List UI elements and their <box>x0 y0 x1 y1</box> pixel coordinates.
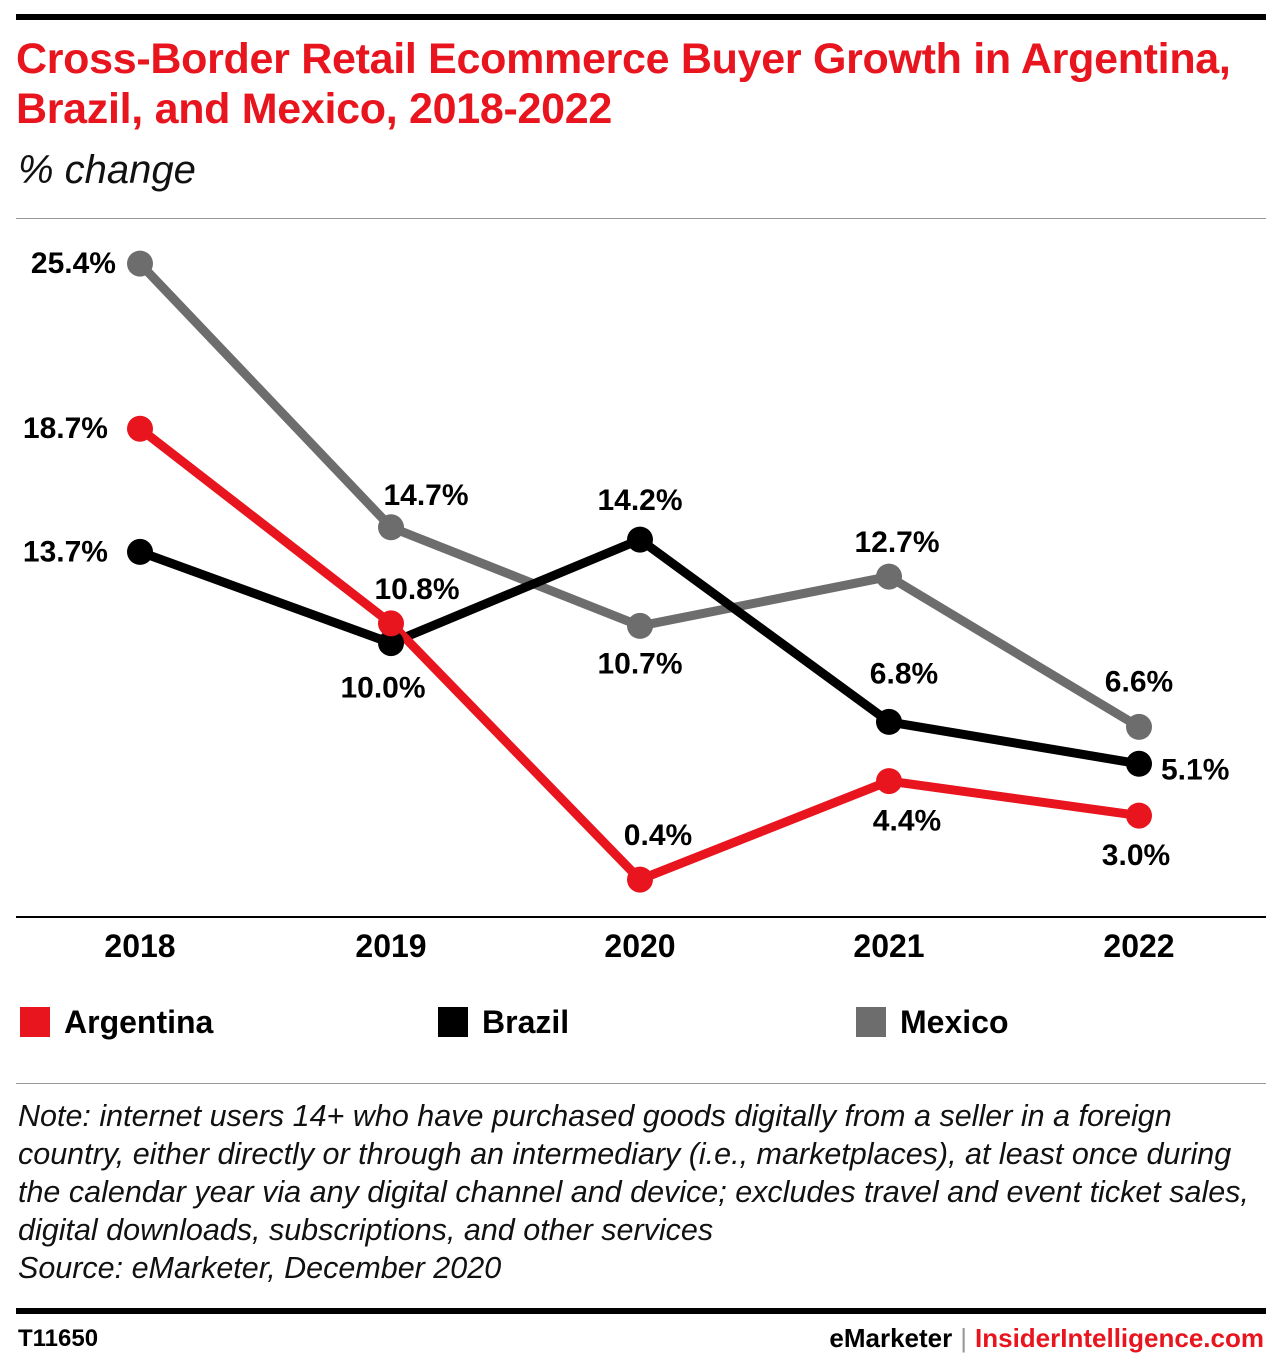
data-point-argentina-2022 <box>1126 802 1152 829</box>
data-label-argentina-2022: 3.0% <box>1102 839 1170 872</box>
data-label-brazil-2018: 13.7% <box>23 535 108 568</box>
x-tick-2022: 2022 <box>1103 928 1174 964</box>
legend-label-argentina: Argentina <box>64 1003 214 1040</box>
legend-swatch-brazil <box>438 1007 468 1037</box>
legend-item-mexico: Mexico <box>856 1002 1008 1042</box>
x-tick-2020: 2020 <box>604 928 675 964</box>
data-label-mexico-2019: 14.7% <box>383 479 468 512</box>
data-label-mexico-2020: 10.7% <box>597 647 682 680</box>
data-label-argentina-2018: 18.7% <box>23 412 108 445</box>
chart-note: Note: internet users 14+ who have purcha… <box>18 1099 1249 1285</box>
data-label-brazil-2019: 10.0% <box>340 672 425 705</box>
footer-brand: eMarketer | InsiderIntelligence.com <box>829 1323 1264 1354</box>
x-tick-2018: 2018 <box>104 928 175 964</box>
data-point-argentina-2019 <box>378 610 404 637</box>
x-tick-2021: 2021 <box>853 928 924 964</box>
x-tick-2019: 2019 <box>355 928 426 964</box>
subtitle-divider <box>16 218 1266 219</box>
chart-subtitle: % change <box>18 148 196 192</box>
data-label-brazil-2020: 14.2% <box>597 484 682 517</box>
data-point-mexico-2022 <box>1126 713 1152 740</box>
legend-item-argentina: Argentina <box>20 1002 213 1042</box>
legend-label-mexico: Mexico <box>900 1003 1009 1040</box>
data-point-argentina-2021 <box>876 768 902 795</box>
series-markers <box>127 250 1152 893</box>
brand-emarketer: eMarketer <box>829 1323 953 1353</box>
brand-separator: | <box>960 1323 968 1353</box>
value-labels: 18.7% 10.8% 0.4% 4.4% 3.0% 13.7% 10.0% 14.2% 6.8… <box>23 247 1229 872</box>
data-label-mexico-2021: 12.7% <box>854 526 939 559</box>
data-point-argentina-2020 <box>627 866 653 893</box>
brand-insider-intelligence-link[interactable]: InsiderIntelligence.com <box>975 1323 1264 1353</box>
x-tick-labels: 2018 2019 2020 2021 2022 <box>104 928 1174 964</box>
series-lines <box>135 259 1144 885</box>
bottom-rule <box>16 1308 1266 1314</box>
top-rule <box>16 14 1266 20</box>
data-point-mexico-2019 <box>378 514 404 541</box>
legend-swatch-argentina <box>20 1007 50 1037</box>
data-label-brazil-2022: 5.1% <box>1161 753 1229 786</box>
data-point-brazil-2018 <box>127 538 153 565</box>
data-label-mexico-2018: 25.4% <box>31 247 116 280</box>
data-point-mexico-2018 <box>127 250 153 277</box>
data-label-argentina-2019: 10.8% <box>374 573 459 606</box>
legend-label-brazil: Brazil <box>482 1003 570 1040</box>
chart-id: T11650 <box>18 1325 99 1352</box>
note-divider <box>16 1083 1266 1084</box>
data-point-brazil-2020 <box>627 526 653 553</box>
chart-title: Cross-Border Retail Ecommerce Buyer Grow… <box>16 35 1231 133</box>
data-point-brazil-2022 <box>1126 750 1152 777</box>
legend-item-brazil: Brazil <box>438 1002 569 1042</box>
data-label-mexico-2022: 6.6% <box>1105 665 1173 698</box>
data-label-brazil-2021: 6.8% <box>870 657 938 690</box>
data-point-brazil-2019 <box>378 630 404 657</box>
data-point-brazil-2021 <box>876 708 902 735</box>
data-point-mexico-2020 <box>627 612 653 639</box>
data-label-argentina-2021: 4.4% <box>873 805 941 838</box>
data-label-argentina-2020: 0.4% <box>624 819 692 852</box>
data-point-argentina-2018 <box>127 415 153 442</box>
legend-swatch-mexico <box>856 1007 886 1037</box>
data-point-mexico-2021 <box>876 563 902 590</box>
